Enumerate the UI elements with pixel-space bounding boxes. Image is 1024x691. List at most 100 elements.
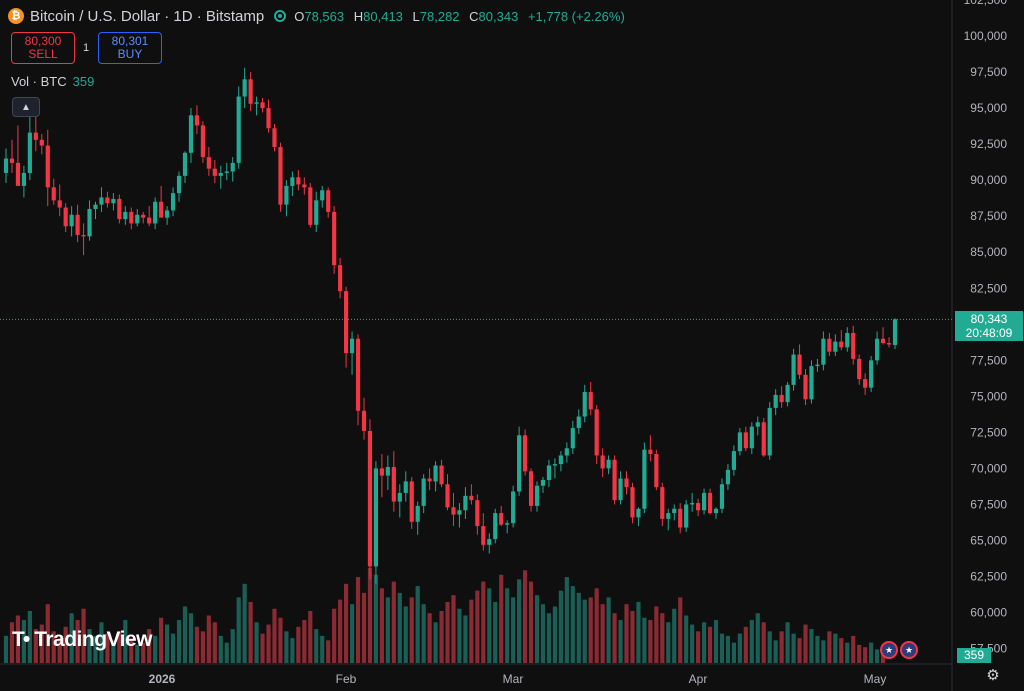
volume-bar: [768, 631, 772, 663]
volume-bar: [290, 638, 294, 663]
candle-body: [780, 395, 784, 402]
candle-body: [177, 176, 181, 193]
volume-bar: [529, 582, 533, 663]
time-tick-label: 2026: [149, 672, 176, 686]
candle-body: [648, 450, 652, 454]
volume-bar: [302, 620, 306, 663]
candle-body: [10, 159, 14, 163]
candle-body: [803, 375, 807, 400]
price-tick-label: 95,000: [970, 101, 1007, 115]
economic-events[interactable]: ★ ★: [878, 641, 918, 659]
volume-bar: [642, 618, 646, 663]
candle-body: [433, 466, 437, 482]
us-flag-icon[interactable]: ★: [880, 641, 898, 659]
volume-bar: [386, 597, 390, 663]
symbol-title[interactable]: Bitcoin / U.S. Dollar · 1D · Bitstamp: [30, 8, 264, 25]
volume-bar: [851, 636, 855, 663]
tradingview-logo-icon: T•: [12, 628, 28, 652]
price-tick-label: 72,500: [970, 425, 1007, 439]
buy-button[interactable]: 80,301 BUY: [98, 32, 162, 64]
candle-body: [320, 190, 324, 200]
volume-bar: [243, 584, 247, 663]
volume-bar: [493, 602, 497, 663]
volume-bar: [684, 616, 688, 664]
candle-body: [553, 464, 557, 465]
volume-bar: [720, 634, 724, 663]
candle-body: [511, 491, 515, 523]
volume-bar: [296, 627, 300, 663]
candle-body: [583, 392, 587, 417]
tradingview-logo-text: TradingView: [34, 628, 152, 652]
candle-body: [589, 392, 593, 409]
candle-body: [875, 339, 879, 361]
volume-bar: [338, 600, 342, 663]
candle-body: [642, 450, 646, 509]
volume-bar: [541, 604, 545, 663]
candle-body: [225, 172, 229, 173]
candle-body: [833, 342, 837, 352]
volume-bar: [237, 597, 241, 663]
volume-bar: [839, 638, 843, 663]
candle-body: [857, 359, 861, 379]
volume-bar: [314, 629, 318, 663]
volume-bar: [433, 622, 437, 663]
volume-bar: [332, 609, 336, 663]
candle-body: [99, 197, 103, 204]
price-tick-label: 82,500: [970, 281, 1007, 295]
price-tick-label: 60,000: [970, 606, 1007, 620]
chevron-up-icon: ▲: [21, 102, 31, 113]
volume-bar: [636, 602, 640, 663]
volume-bar: [690, 625, 694, 663]
volume-bar: [803, 625, 807, 663]
candle-body: [547, 466, 551, 480]
candle-body: [243, 79, 247, 96]
candle-body: [70, 215, 74, 227]
candle-body: [392, 467, 396, 502]
high-value: 80,413: [363, 9, 403, 24]
candle-body: [797, 355, 801, 375]
volume-bar: [177, 620, 181, 663]
candle-body: [428, 479, 432, 482]
volume-bar: [595, 588, 599, 663]
time-tick-label: Mar: [503, 672, 524, 686]
price-tick-label: 102,500: [964, 0, 1008, 7]
volume-bar: [624, 604, 628, 663]
open-value: 78,563: [304, 9, 344, 24]
volume-bar: [213, 622, 217, 663]
candle-body: [201, 125, 205, 157]
volume-bar: [535, 595, 539, 663]
candle-body: [93, 205, 97, 209]
volume-legend[interactable]: Vol · BTC 359: [11, 74, 94, 89]
candle-body: [58, 200, 62, 207]
candle-body: [4, 159, 8, 173]
volume-bar: [320, 636, 324, 663]
volume-bar: [607, 597, 611, 663]
price-tick-label: 75,000: [970, 389, 1007, 403]
collapse-legend-button[interactable]: ▲: [12, 97, 40, 117]
candle-body: [117, 199, 121, 219]
sell-button[interactable]: 80,300 SELL: [11, 32, 75, 64]
us-flag-icon[interactable]: ★: [900, 641, 918, 659]
order-quantity[interactable]: 1: [83, 42, 89, 54]
last-price-tag: 80,343 20:48:09: [955, 311, 1023, 341]
volume-bar: [511, 597, 515, 663]
volume-bar: [696, 631, 700, 663]
time-tick-label: Apr: [689, 672, 708, 686]
price-tick-label: 90,000: [970, 173, 1007, 187]
candle-body: [720, 484, 724, 509]
market-status-icon[interactable]: [274, 10, 286, 22]
volume-bar: [780, 631, 784, 663]
candle-body: [565, 448, 569, 455]
volume-bar: [445, 602, 449, 663]
candle-body: [696, 503, 700, 510]
candle-body: [111, 199, 115, 203]
settings-gear-icon[interactable]: ⚙: [985, 668, 1001, 684]
time-tick-label: Feb: [336, 672, 357, 686]
volume-bar: [744, 627, 748, 663]
candle-body: [541, 480, 545, 486]
volume-bar: [786, 622, 790, 663]
volume-bar: [845, 643, 849, 663]
candle-body: [314, 200, 318, 225]
price-tick-label: 100,000: [964, 29, 1008, 43]
